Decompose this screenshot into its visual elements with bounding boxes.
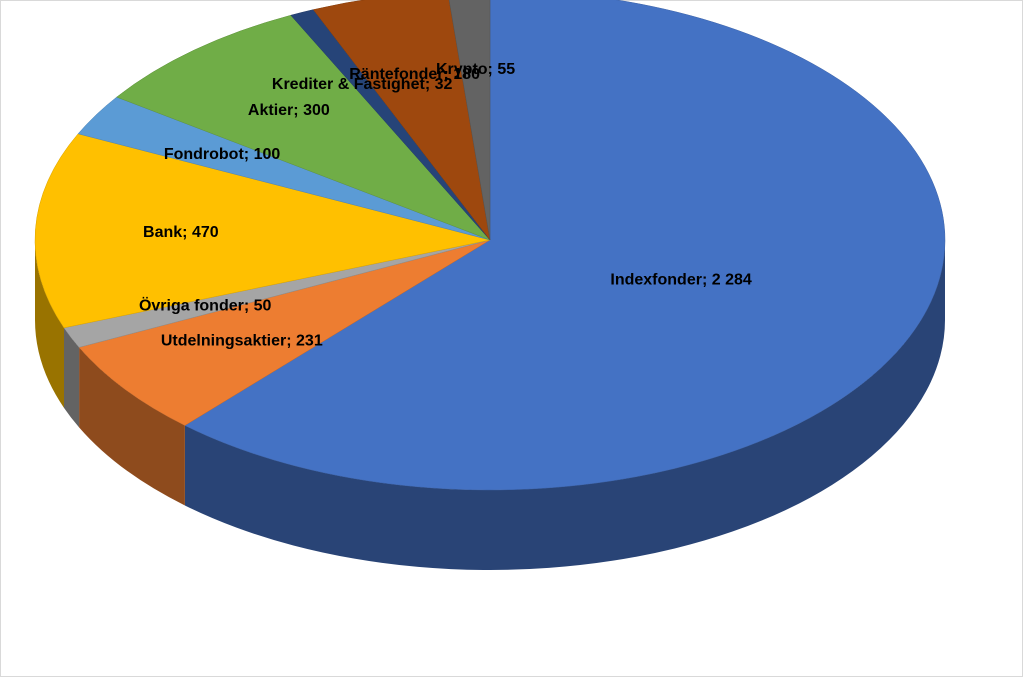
label-category: Bank: [143, 224, 182, 241]
label-category: Fondrobot: [164, 146, 245, 163]
label-separator: ;: [443, 66, 453, 83]
slice-side: [79, 347, 185, 506]
label-value: 300: [303, 102, 330, 119]
data-labels: Indexfonder; 2 284 Utdelningsaktier; 231 Ö…: [139, 61, 752, 349]
label-value: 55: [497, 61, 515, 78]
data-label: Utdelningsaktier; 231: [161, 333, 323, 350]
label-category: Övriga fonder: [139, 296, 244, 315]
data-label: Övriga fonder; 50: [139, 296, 272, 315]
slice: [78, 239, 491, 426]
label-category: Krypto: [436, 61, 488, 78]
label-separator: ;: [702, 272, 712, 289]
label-separator: ;: [244, 298, 254, 315]
label-value: 180: [453, 66, 480, 83]
data-label: Bank; 470: [143, 224, 219, 241]
slice: [184, 0, 946, 491]
slice-side: [35, 240, 65, 408]
data-label: Aktier; 300: [248, 102, 330, 119]
label-value: 470: [192, 224, 219, 241]
slice: [34, 133, 491, 329]
label-category: Krediter & Fastighet: [272, 76, 426, 93]
label-value: 32: [435, 76, 453, 93]
label-separator: ;: [425, 76, 435, 93]
label-category: Räntefonder: [349, 66, 443, 83]
label-separator: ;: [293, 102, 303, 119]
pie-sides: [35, 240, 946, 571]
data-label: Krediter & Fastighet; 32: [272, 76, 453, 93]
data-label: Krypto; 55: [436, 61, 515, 78]
label-separator: ;: [244, 146, 254, 163]
label-value: 231: [296, 333, 323, 350]
label-category: Utdelningsaktier: [161, 333, 286, 350]
slice: [116, 14, 491, 241]
pie-tops: [34, 0, 946, 491]
label-separator: ;: [182, 224, 192, 241]
slice-side: [64, 327, 80, 428]
data-label: Indexfonder; 2 284: [610, 272, 751, 289]
label-separator: ;: [286, 333, 296, 350]
label-value: 100: [254, 146, 281, 163]
slice-side: [184, 240, 946, 571]
label-value: 2 284: [712, 272, 752, 289]
label-category: Indexfonder: [610, 272, 702, 289]
data-label: Fondrobot; 100: [164, 146, 281, 163]
data-label: Räntefonder; 180: [349, 66, 480, 83]
slice: [312, 0, 491, 241]
slice: [448, 0, 491, 241]
label-category: Aktier: [248, 102, 293, 119]
label-separator: ;: [488, 61, 498, 78]
label-value: 50: [254, 298, 272, 315]
